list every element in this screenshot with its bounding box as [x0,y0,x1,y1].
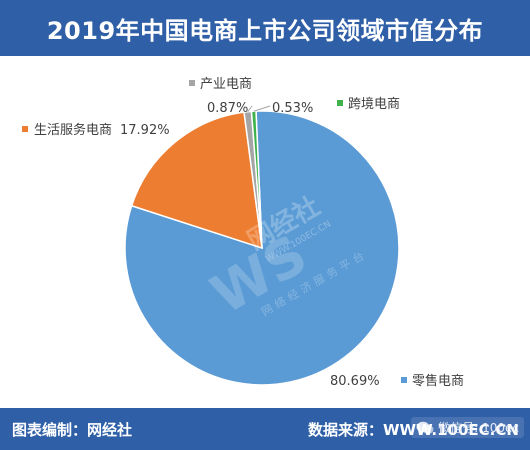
life-category-label: 生活服务电商 [34,122,112,138]
life-value-label: 17.92% [120,123,170,138]
pie-slices [124,110,400,386]
pie-chart: WS 网经社 WWW.100EC.CN 网络经济服务平台 80.69% 零售电商生… [22,77,464,389]
cross-category-label: 跨境电商 [348,97,400,112]
pie-slice [130,111,263,250]
data-labels: 80.69% 零售电商 生活服务电商 17.92% 产业电商 0.87% 跨境电商 0.53% [22,77,464,389]
industry-legend-marker [189,80,195,86]
chart-area: WS 网经社 WWW.100EC.CN 网络经济服务平台 80.69% 零售电商生… [0,56,530,408]
footer-bar: 图表编制：网经社 数据来源：WWW.100EC.CN 微信号: 100ec [0,408,530,450]
retail-legend-marker [401,377,407,383]
pie-slice [250,110,263,249]
leader-line [247,105,253,113]
chart-title: 2019年中国电商上市公司领域市值分布 [46,16,484,45]
retail-category-label: 零售电商 [412,373,464,389]
footer-source: 数据来源：WWW.100EC.CN [308,421,519,439]
footer-credit: 图表编制：网经社 [12,421,133,439]
cross-value-label: 0.53% [272,101,313,116]
wechat-id: 微信号: 100ec [438,421,519,435]
retail-value-label: 80.69% [330,374,380,389]
wechat-icon [416,421,434,434]
leader-line [253,105,271,112]
industry-category-label: 产业电商 [200,77,252,92]
wechat-badge: 微信号: 100ec [411,417,524,438]
cross-legend-marker [337,100,343,106]
industry-value-label: 0.87% [207,101,248,116]
title-bar: 2019年中国电商上市公司领域市值分布 [0,0,530,56]
life-legend-marker [22,126,28,132]
